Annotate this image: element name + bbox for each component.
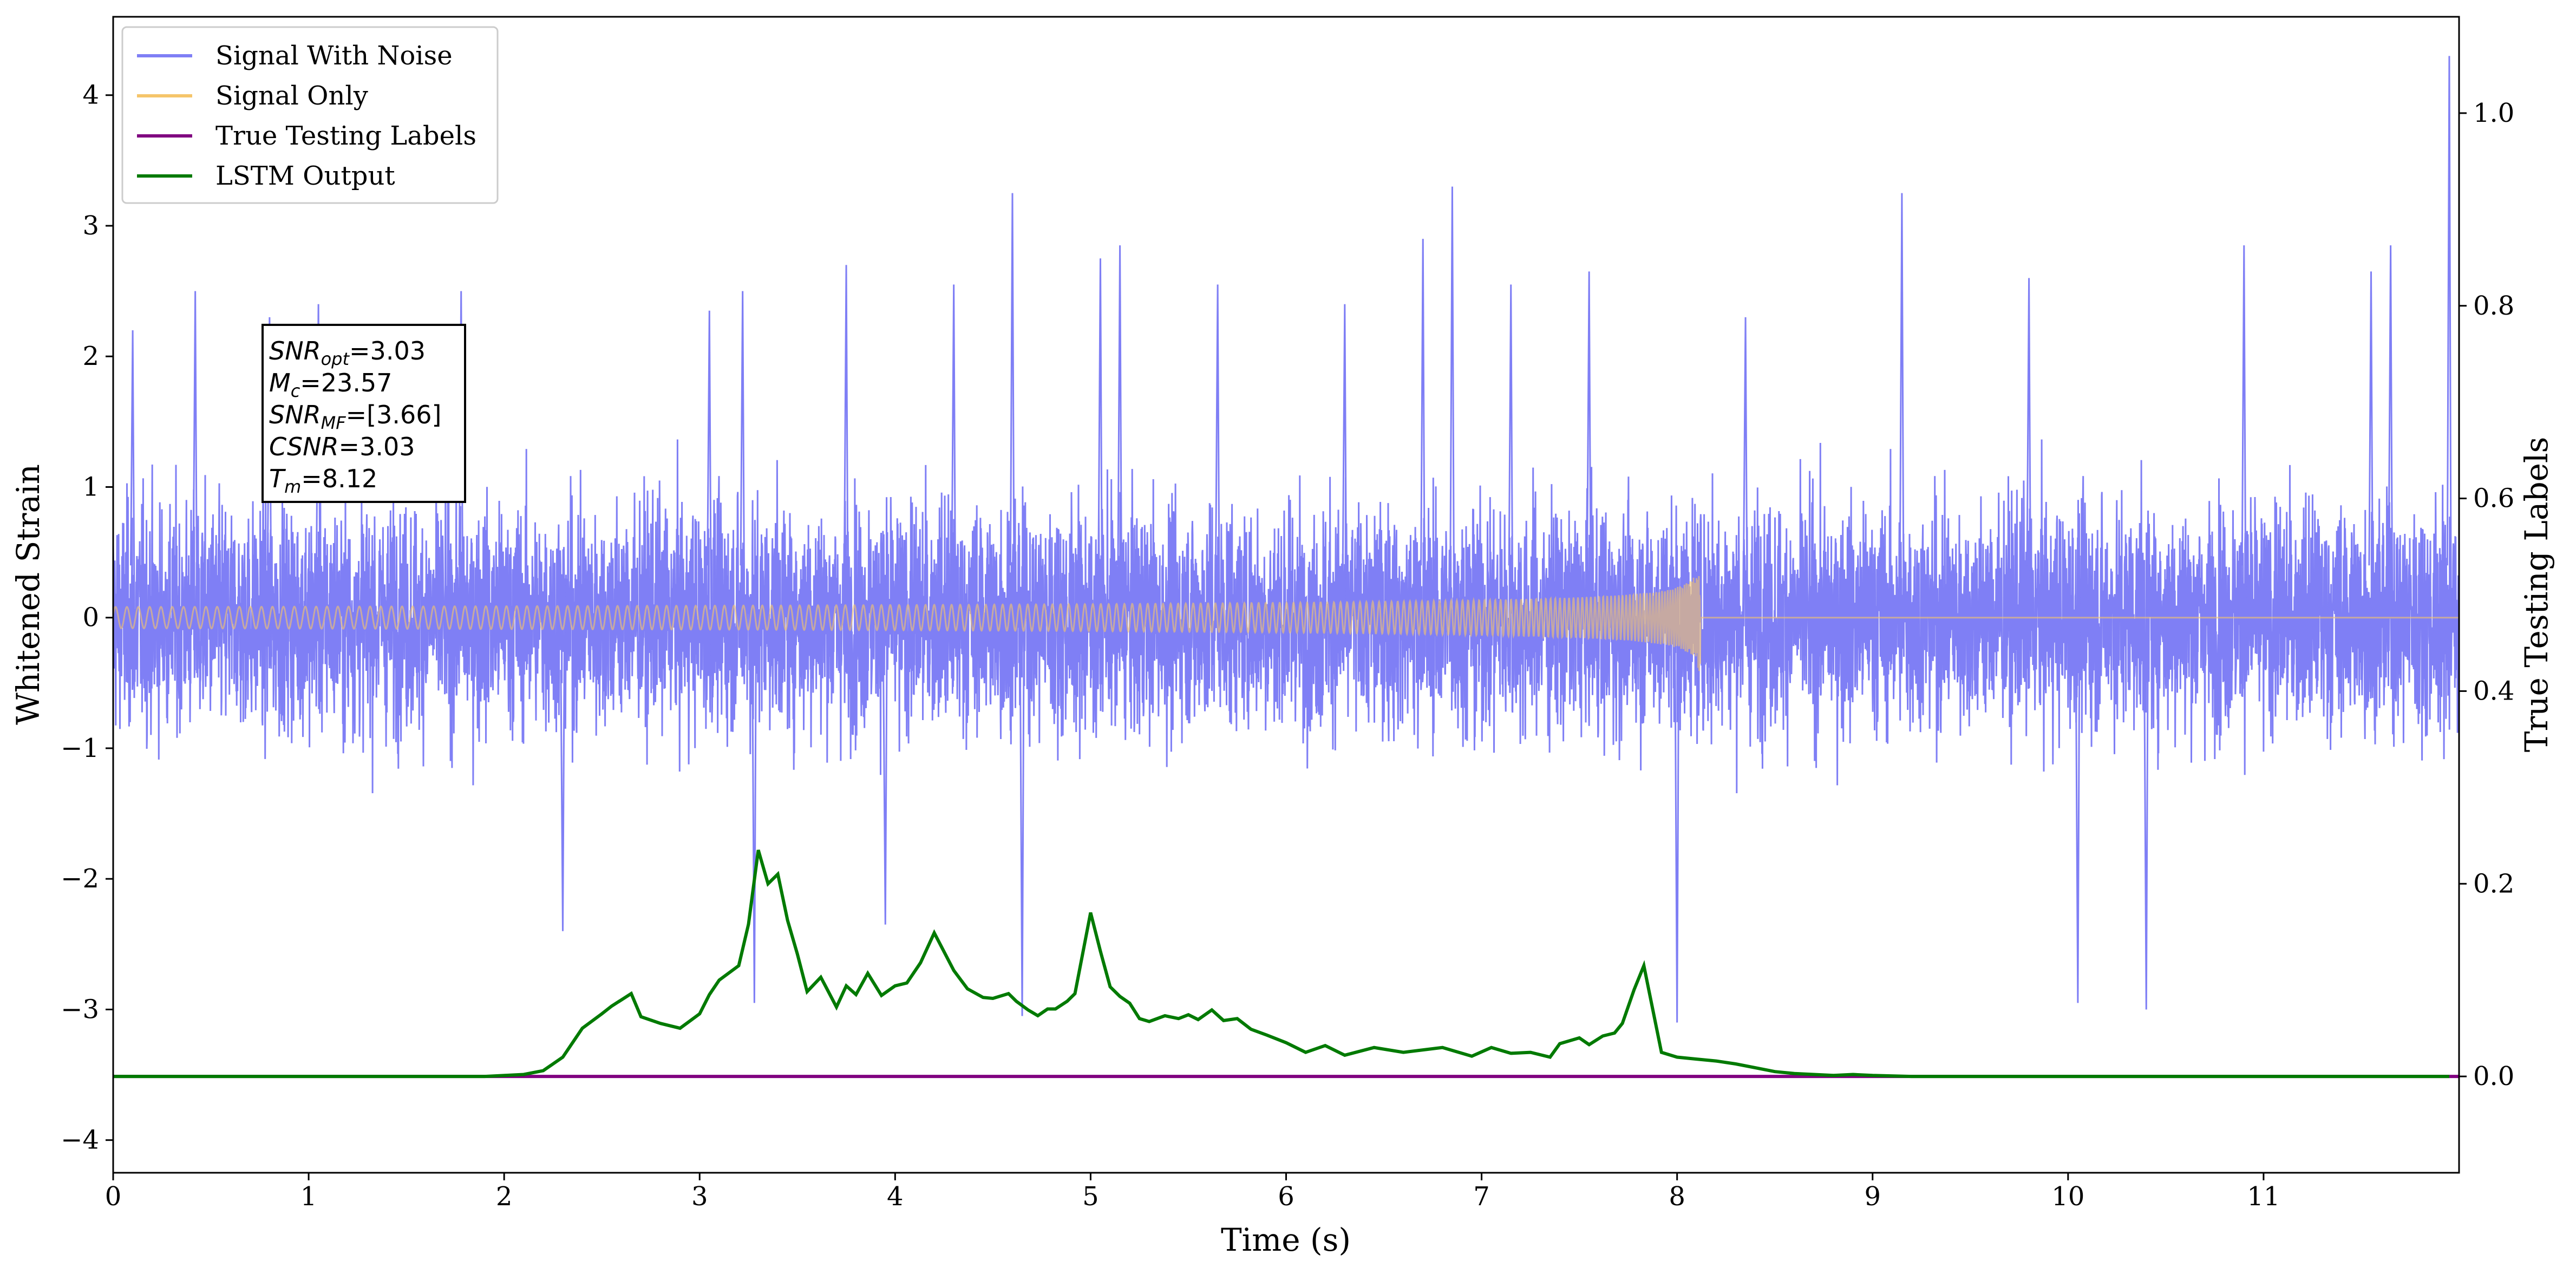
- noise-spike-11: [951, 284, 957, 657]
- y-right-tick-label-1: 0.2: [2473, 868, 2514, 899]
- x-axis-label: Time (s): [1221, 1221, 1351, 1258]
- series-lstm-output-line: [113, 850, 2449, 1079]
- legend: Signal With Noise Signal Only True Testing…: [121, 26, 499, 204]
- annotation-line-3: CSNR=3.03: [269, 432, 415, 461]
- annotation-line-0: SNRopt=3.03: [269, 336, 426, 369]
- x-tick-label-5: 5: [1082, 1181, 1099, 1212]
- y-tick-label-3: −1: [61, 733, 99, 763]
- y-tick-label-5: 1: [82, 472, 99, 502]
- legend-label-0: Signal With Noise: [215, 41, 453, 71]
- y-tick-label-8: 4: [82, 80, 99, 110]
- noise-spike-23: [1742, 317, 1749, 657]
- noise-spike-22: [1674, 578, 1680, 1023]
- noise-spike-17: [1342, 304, 1348, 657]
- noise-spike-25: [2026, 278, 2032, 657]
- y-tick-label-7: 3: [82, 211, 99, 241]
- noise-spike-5: [560, 578, 566, 931]
- legend-box: [121, 26, 499, 204]
- noise-spike-26: [2075, 578, 2081, 1003]
- noise-spike-30: [2388, 245, 2394, 657]
- series-signal-with-noise-line: [113, 439, 2459, 794]
- noise-spike-29: [2368, 271, 2374, 657]
- y-axis-label-right: True Testing Labels: [2518, 437, 2555, 752]
- x-tick-label-0: 0: [105, 1181, 122, 1212]
- y-right-tick-label-5: 1.0: [2473, 98, 2514, 128]
- x-tick-label-3: 3: [691, 1181, 708, 1212]
- noise-spike-12: [1009, 193, 1016, 657]
- y-tick-label-0: −4: [61, 1125, 99, 1155]
- noise-spike-18: [1420, 239, 1426, 657]
- x-tick-label-8: 8: [1669, 1181, 1685, 1212]
- noise-spike-7: [740, 291, 746, 657]
- noise-spike-28: [2241, 245, 2247, 657]
- noise-spike-16: [1215, 284, 1221, 657]
- y-tick-label-4: 0: [82, 603, 99, 633]
- noise-spike-6: [707, 310, 712, 657]
- plot-frame: [112, 16, 2460, 1174]
- y-tick-label-6: 2: [82, 341, 99, 371]
- noise-spike-19: [1449, 186, 1455, 657]
- x-tick-label-2: 2: [496, 1181, 513, 1212]
- noise-spike-14: [1097, 258, 1103, 657]
- axes: 0 1 2 3 4 5 6 7 8 9 10 11 −4 −3 −2 −1 0 1 2 3 4 0.0 0.2 0.4 0.6 0…: [61, 80, 2514, 1212]
- noise-spike-0: [129, 330, 136, 657]
- noise-spike-21: [1586, 271, 1592, 657]
- x-tick-label-7: 7: [1473, 1181, 1490, 1212]
- noise-spike-8: [751, 578, 757, 1003]
- noise-spike-1: [192, 291, 198, 657]
- annotation-line-2: SNRMF=[3.66]: [269, 400, 441, 433]
- y-tick-label-1: −3: [61, 994, 99, 1024]
- noise-spike-20: [1508, 284, 1514, 657]
- legend-label-2: True Testing Labels: [215, 121, 476, 151]
- annotation-frame: [261, 324, 466, 503]
- legend-label-1: Signal Only: [215, 81, 368, 111]
- y-right-tick-label-2: 0.4: [2473, 676, 2514, 706]
- x-tick-label-6: 6: [1278, 1181, 1294, 1212]
- noise-spike-24: [1899, 193, 1905, 657]
- noise-spike-31: [2446, 56, 2453, 657]
- x-tick-label-10: 10: [2051, 1181, 2084, 1212]
- x-tick-label-4: 4: [887, 1181, 904, 1212]
- y-axis-label: Whitened Strain: [10, 464, 47, 725]
- series-signal-only-line: [113, 576, 2459, 671]
- annotation-box: SNRopt=3.03Mc=23.57SNRMF=[3.66]CSNR=3.03…: [261, 324, 466, 503]
- legend-label-3: LSTM Output: [215, 161, 395, 191]
- annotation-line-1: Mc=23.57: [269, 368, 393, 401]
- plot-area: [113, 56, 2459, 1079]
- x-tick-label-9: 9: [1864, 1181, 1881, 1212]
- y-right-tick-label-0: 0.0: [2473, 1061, 2514, 1092]
- x-tick-label-1: 1: [300, 1181, 317, 1212]
- y-right-tick-label-4: 0.8: [2473, 291, 2514, 321]
- annotation-line-4: Tm=8.12: [269, 464, 377, 497]
- y-right-tick-label-3: 0.6: [2473, 484, 2514, 514]
- y-tick-label-2: −2: [61, 864, 99, 894]
- noise-spike-9: [843, 265, 849, 657]
- x-tick-label-11: 11: [2247, 1181, 2280, 1212]
- noise-spike-15: [1117, 245, 1123, 657]
